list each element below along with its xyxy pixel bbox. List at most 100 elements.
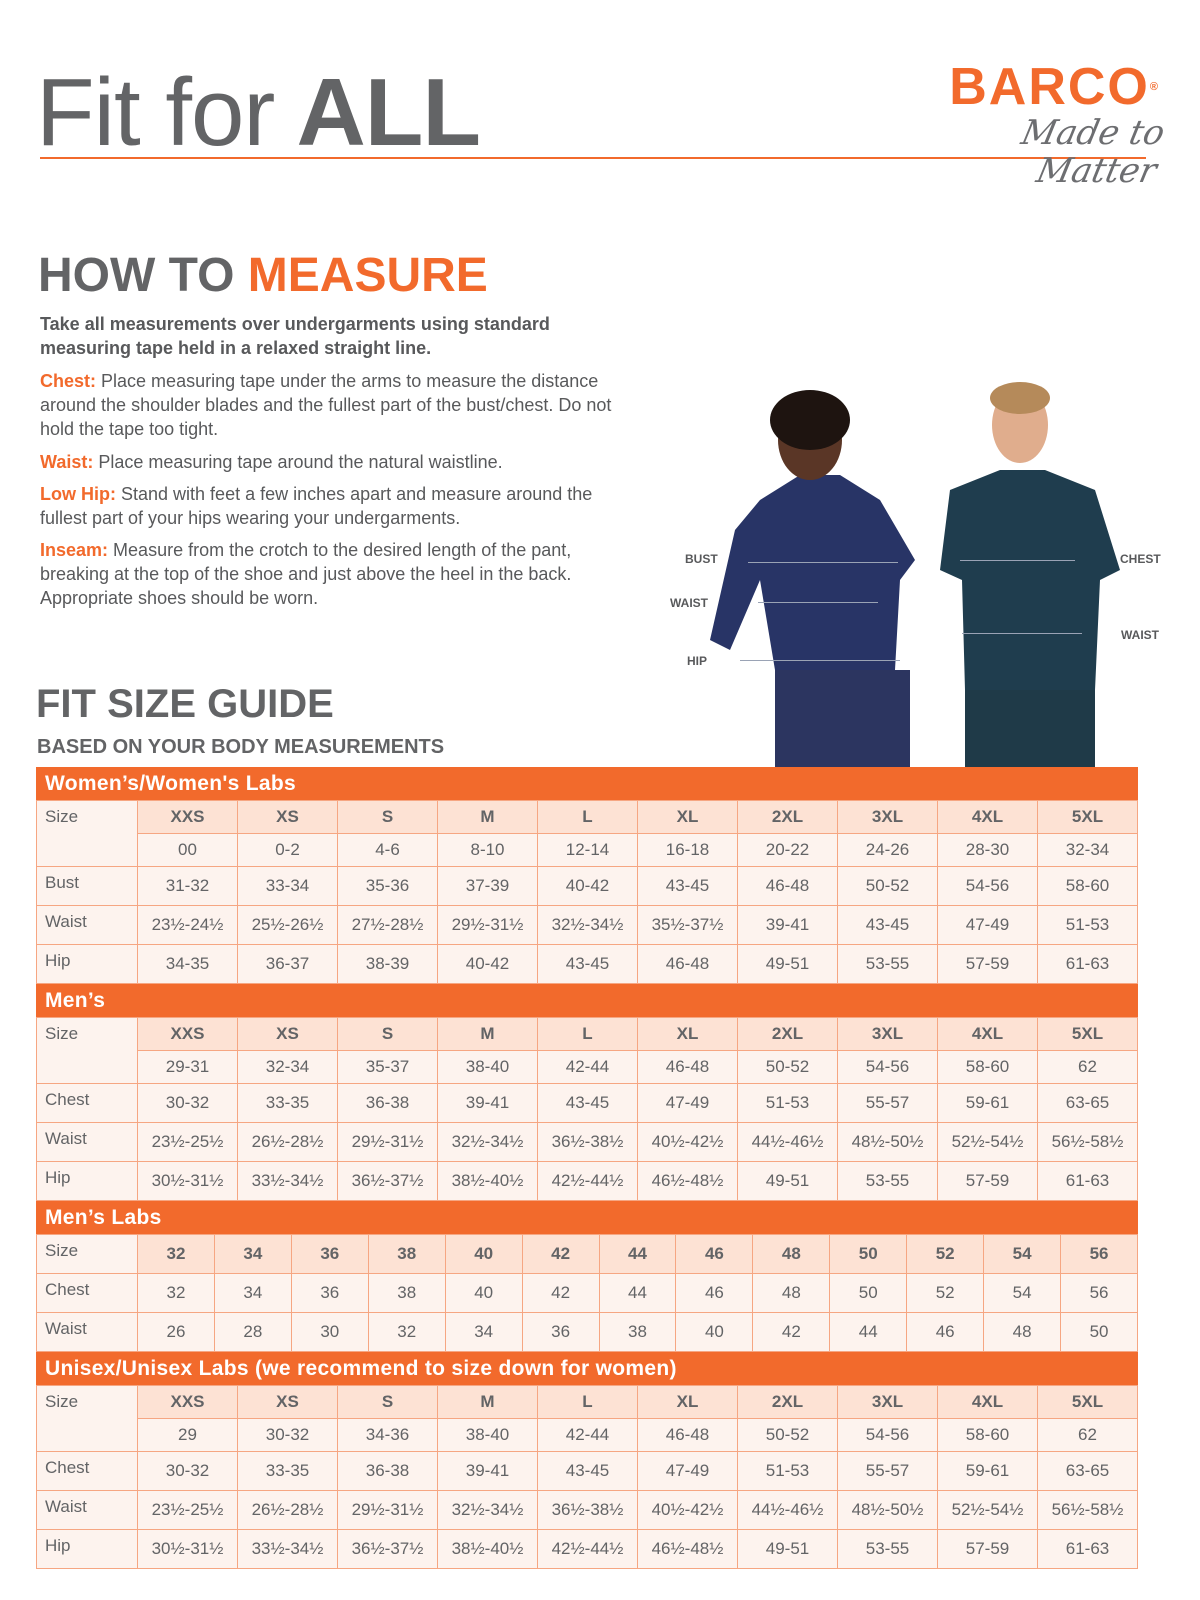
- table-cell: 36-37: [237, 944, 338, 984]
- table-cell: 23½-24½: [137, 905, 238, 945]
- table-cell: 38-40: [437, 1418, 538, 1452]
- size-header-cell: 4XL: [937, 1017, 1038, 1051]
- table-cell: 46-48: [637, 944, 738, 984]
- hip-line: [740, 660, 900, 661]
- table-cell: 36½-37½: [337, 1529, 438, 1569]
- table-cell: 42-44: [537, 1418, 638, 1452]
- size-header-cell: 48: [752, 1234, 831, 1274]
- table-cell: 43-45: [537, 944, 638, 984]
- size-header-cell: M: [437, 800, 538, 834]
- size-header-cell: XS: [237, 800, 338, 834]
- label-hip: HIP: [687, 654, 708, 668]
- table-row: Waist 23½-24½ 25½-26½ 27½-28½ 29½-31½ 32½-34½…: [36, 905, 1138, 945]
- table-cell: 39-41: [437, 1451, 538, 1491]
- table-cell: 57-59: [937, 1161, 1038, 1201]
- size-section: Men’s Labs Size 32 34 36 38 40 42 44 46 48 50 52 54 56…: [36, 1201, 1138, 1352]
- size-header-cell: 2XL: [737, 800, 838, 834]
- table-cell: 37-39: [437, 866, 538, 906]
- table-cell: 53-55: [837, 1529, 938, 1569]
- table-cell: 44: [598, 1273, 677, 1313]
- row-label: Size: [36, 1017, 138, 1084]
- table-cell: 59-61: [937, 1083, 1038, 1123]
- table-cell: 52: [906, 1273, 985, 1313]
- table-cell: 38-39: [337, 944, 438, 984]
- table-cell: 42½-44½: [537, 1529, 638, 1569]
- man-waist-line: [962, 633, 1082, 634]
- table-cell: 58-60: [937, 1418, 1038, 1452]
- table-cell: 43-45: [637, 866, 738, 906]
- label-man-waist: WAIST: [1121, 628, 1159, 642]
- table-cell: 29½-31½: [337, 1490, 438, 1530]
- logo-brand: BARCO: [949, 58, 1150, 116]
- table-cell: 32½-34½: [437, 1490, 538, 1530]
- header-divider: [40, 157, 1146, 159]
- table-row: Size XXS XS S M L XL 2XL 3XL 4XL 5XL: [36, 1017, 1138, 1084]
- table-cell: 52½-54½: [937, 1490, 1038, 1530]
- table-cell: 62: [1037, 1418, 1138, 1452]
- heading-gray: HOW TO: [38, 249, 235, 302]
- size-header-cell: 5XL: [1037, 1017, 1138, 1051]
- table-cell: 46: [906, 1312, 985, 1352]
- registered-mark: ®: [1149, 81, 1160, 93]
- size-table: Size XXS XS S M L XL 2XL 3XL 4XL 5XL 00 0-2 4-6 8-10 12…: [36, 800, 1138, 984]
- table-cell: 29½-31½: [437, 905, 538, 945]
- size-header-cell: L: [537, 800, 638, 834]
- table-cell: 33½-34½: [237, 1529, 338, 1569]
- table-cell: 16-18: [637, 833, 738, 867]
- table-cell: 33-35: [237, 1083, 338, 1123]
- table-cell: 25½-26½: [237, 905, 338, 945]
- table-row: Waist 26 28 30 32 34 36 38 40 42 44 46 48 50: [36, 1312, 1138, 1352]
- table-row: Size 32 34 36 38 40 42 44 46 48 50 52 54 56: [36, 1234, 1138, 1274]
- table-cell: 0-2: [237, 833, 338, 867]
- table-cell: 40½-42½: [637, 1490, 738, 1530]
- section-title: Women’s/Women's Labs: [36, 767, 1138, 800]
- table-cell: 30-32: [137, 1451, 238, 1491]
- table-cell: 57-59: [937, 1529, 1038, 1569]
- size-header-cell: 52: [906, 1234, 985, 1274]
- size-table: Size 32 34 36 38 40 42 44 46 48 50 52 54 56 Chest 32 34 3…: [36, 1234, 1138, 1352]
- table-row: Bust 31-32 33-34 35-36 37-39 40-42 43-45 46-48 5…: [36, 866, 1138, 906]
- row-label: Chest: [36, 1451, 138, 1491]
- table-row: 29 30-32 34-36 38-40 42-44 46-48 50-52 54-56 58-…: [37, 1418, 1138, 1452]
- label-bust: BUST: [685, 552, 718, 566]
- table-cell: 57-59: [937, 944, 1038, 984]
- table-cell: 00: [137, 833, 238, 867]
- size-header-cell: 4XL: [937, 800, 1038, 834]
- table-cell: 34-36: [337, 1418, 438, 1452]
- table-cell: 12-14: [537, 833, 638, 867]
- size-header-cell: XL: [637, 1385, 738, 1419]
- fit-size-guide-subheading: BASED ON YOUR BODY MEASUREMENTS: [37, 736, 445, 758]
- table-row: Hip 30½-31½ 33½-34½ 36½-37½ 38½-40½ 42½-44½ 46…: [36, 1161, 1138, 1201]
- barco-logo: BARCO® Made to Matter: [940, 58, 1168, 191]
- table-cell: 36: [521, 1312, 600, 1352]
- table-cell: 33½-34½: [237, 1161, 338, 1201]
- table-cell: 40: [675, 1312, 754, 1352]
- row-label: Hip: [36, 944, 138, 984]
- instruction-label: Chest:: [40, 371, 97, 391]
- chest-line: [960, 560, 1075, 561]
- table-cell: 44: [829, 1312, 908, 1352]
- table-cell: 40-42: [437, 944, 538, 984]
- table-cell: 35-37: [337, 1050, 438, 1084]
- instruction-text: Measure from the crotch to the desired l…: [40, 540, 572, 608]
- table-cell: 40-42: [537, 866, 638, 906]
- table-cell: 49-51: [737, 1529, 838, 1569]
- instruction-inseam: Inseam: Measure from the crotch to the d…: [40, 538, 615, 610]
- table-cell: 28: [213, 1312, 292, 1352]
- table-cell: 38-40: [437, 1050, 538, 1084]
- man-figure: [940, 382, 1120, 768]
- table-cell: 49-51: [737, 944, 838, 984]
- table-cell: 4-6: [337, 833, 438, 867]
- table-cell: 56: [1060, 1273, 1138, 1313]
- row-label: Size: [36, 800, 138, 867]
- size-header-cell: 5XL: [1037, 800, 1138, 834]
- table-row: Hip 30½-31½ 33½-34½ 36½-37½ 38½-40½ 42½-44½ 46…: [36, 1529, 1138, 1569]
- instruction-low-hip: Low Hip: Stand with feet a few inches ap…: [40, 482, 615, 530]
- table-cell: 51-53: [737, 1451, 838, 1491]
- table-row: 00 0-2 4-6 8-10 12-14 16-18 20-22 24-26 28-30 32-…: [37, 833, 1138, 867]
- table-cell: 36: [290, 1273, 369, 1313]
- row-label: Bust: [36, 866, 138, 906]
- table-cell: 51-53: [737, 1083, 838, 1123]
- size-header-cell: 5XL: [1037, 1385, 1138, 1419]
- table-cell: 63-65: [1037, 1083, 1138, 1123]
